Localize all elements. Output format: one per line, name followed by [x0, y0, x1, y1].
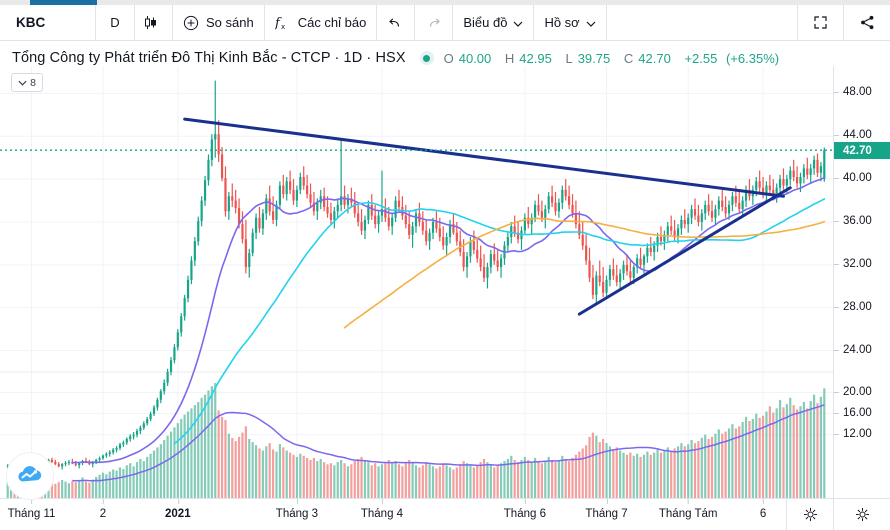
chart-toolbar: KBC D So sánh — [0, 5, 890, 41]
undo-arrow-icon — [387, 14, 404, 31]
chevron-down-icon — [586, 15, 596, 30]
indicators-button[interactable]: f x Các chỉ báo — [265, 5, 378, 40]
ma-line-20 — [71, 176, 826, 464]
chart-canvas — [0, 66, 833, 498]
time-axis[interactable]: Tháng 11 2 2021 Tháng 3 Tháng 4 Tháng 6 Tháng … — [0, 498, 833, 530]
redo-arrow-icon — [425, 14, 442, 31]
time-tick: 2021 — [165, 499, 191, 520]
volume-tick: 20.00 — [834, 386, 872, 398]
time-tick: 6 — [760, 499, 766, 520]
svg-text:x: x — [281, 23, 285, 31]
undo-button[interactable] — [377, 5, 416, 40]
time-tick: 2 — [100, 499, 106, 520]
time-tick: Tháng 11 — [8, 499, 55, 520]
close-value: C 42.70 — [623, 50, 671, 66]
time-tick: Tháng Tám — [659, 499, 717, 520]
fx-icon: f x — [275, 15, 291, 31]
layout-label: Biểu đồ — [463, 15, 508, 30]
share-icon — [859, 14, 876, 31]
low-value: L 39.75 — [565, 50, 611, 66]
cloud-chart-logo — [6, 452, 54, 500]
change-percent-value: (+6.35%) — [725, 50, 780, 66]
open-value: O 40.00 — [443, 50, 492, 66]
gear-icon — [803, 507, 817, 522]
support-uptrend — [577, 186, 792, 316]
share-button[interactable] — [844, 5, 890, 40]
profile-button[interactable]: Hồ sơ — [534, 5, 607, 40]
layout-button[interactable]: Biểu đồ — [453, 5, 535, 40]
collapse-badge-count: 8 — [30, 76, 36, 89]
redo-button[interactable] — [415, 5, 454, 40]
price-tick: 36.00 — [834, 215, 872, 227]
toolbar-spacer — [607, 5, 798, 40]
price-tick: 28.00 — [834, 301, 872, 313]
window-scrollbar-track[interactable] — [0, 0, 890, 5]
symbol-button[interactable]: KBC — [0, 5, 96, 40]
time-axis-settings-button[interactable] — [786, 499, 833, 530]
chevron-down-icon — [18, 77, 27, 89]
chart-plot-area[interactable] — [0, 66, 833, 498]
volume-bars — [6, 383, 826, 498]
fullscreen-button[interactable] — [798, 5, 844, 40]
time-tick: Tháng 4 — [361, 499, 403, 520]
high-value: H 42.95 — [504, 50, 552, 66]
price-tick: 24.00 — [834, 344, 872, 356]
time-tick: Tháng 6 — [504, 499, 546, 520]
price-axis[interactable]: 48.00 44.00 40.00 36.00 32.00 28.00 24.00 20.00… — [833, 66, 890, 498]
compare-button[interactable]: So sánh — [173, 5, 265, 40]
current-price-label: 42.70 — [834, 142, 890, 160]
price-axis-settings-button[interactable] — [833, 498, 890, 530]
price-tick: 40.00 — [834, 172, 872, 184]
compare-label: So sánh — [206, 15, 254, 30]
resistance-downtrend — [183, 117, 785, 198]
chart-type-button[interactable] — [135, 5, 173, 40]
interval-button[interactable]: D — [96, 5, 135, 40]
volume-tick: 16.00 — [834, 407, 872, 419]
ohlc-values: O 40.00 H 42.95 L 39.75 C 42.70 +2.55 (+6.35… — [444, 51, 784, 66]
window-scrollbar-thumb[interactable] — [30, 0, 97, 5]
series-title[interactable]: Tổng Công ty Phát triển Đô Thị Kinh Bắc … — [12, 50, 406, 66]
volume-tick: 12.00 — [834, 428, 872, 440]
price-tick: 48.00 — [834, 86, 872, 98]
volume-ma-line — [72, 404, 825, 482]
time-tick: Tháng 7 — [585, 499, 628, 520]
fullscreen-icon — [812, 14, 829, 31]
gear-icon — [855, 507, 870, 522]
svg-text:f: f — [275, 16, 282, 31]
legend-collapse-button[interactable]: 8 — [11, 73, 43, 92]
profile-label: Hồ sơ — [544, 15, 580, 30]
candlestick-icon — [142, 14, 159, 31]
price-tick: 32.00 — [834, 258, 872, 270]
chart-legend: Tổng Công ty Phát triển Đô Thị Kinh Bắc … — [0, 41, 890, 75]
ma-line-50 — [173, 198, 826, 445]
chevron-down-icon — [513, 15, 523, 30]
plus-circle-icon — [183, 15, 199, 31]
indicators-label: Các chỉ báo — [297, 15, 367, 30]
ma-line-100 — [343, 217, 826, 329]
series-status-dot — [419, 51, 434, 65]
time-tick: Tháng 3 — [276, 499, 318, 520]
change-value: +2.55 — [684, 50, 718, 66]
price-tick: 44.00 — [834, 129, 872, 141]
